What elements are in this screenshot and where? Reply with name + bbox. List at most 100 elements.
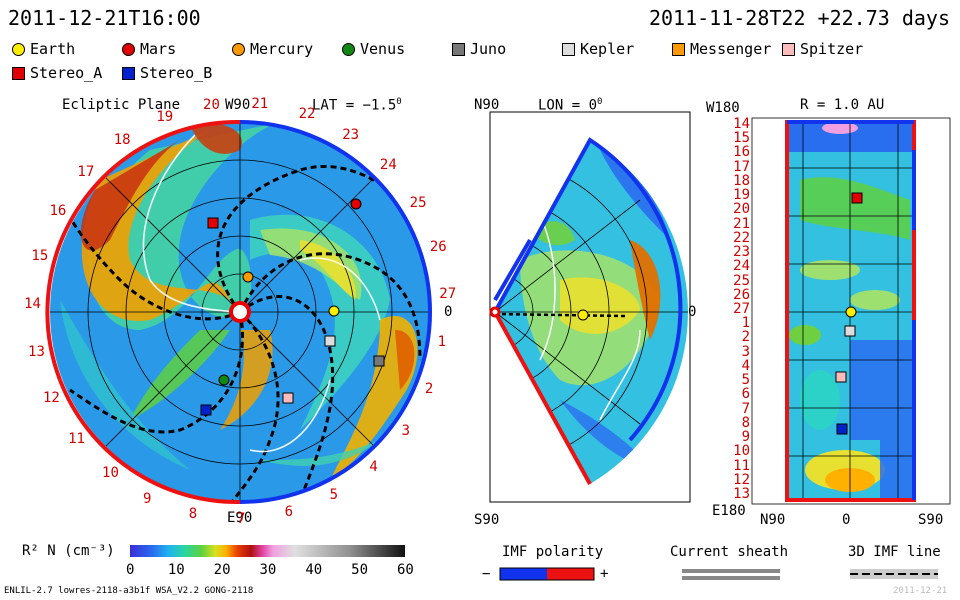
circle-icon [12,42,25,56]
legend-label: Stereo_B [140,64,213,82]
current-sheath-swatch [682,569,780,573]
s90-label: S90 [474,512,500,528]
legend-item: Venus [342,40,405,58]
carrington-number: 4 [369,459,378,476]
stereo-a-boundary [45,119,241,381]
carrington-number: 14 [24,295,41,312]
legend-item: Mars [122,40,176,58]
ecliptic-title: Ecliptic Plane [62,97,181,113]
circle-icon [342,42,355,56]
reference-time: 2011-11-28T22 +22.73 days [648,6,950,30]
synoptic-row-label: 24 [733,258,750,275]
carrington-number: 9 [143,490,152,507]
imf-line-title: 3D IMF line [848,544,941,560]
synoptic-row-label: 17 [733,158,750,175]
imf-negative-swatch [500,568,547,580]
colorbar-label: R² N (cm⁻³) [22,543,115,559]
carrington-number: 16 [49,203,67,220]
imf-minus: − [482,566,491,582]
carrington-number: 12 [42,389,60,406]
synoptic-row-label: 16 [733,144,750,161]
square-icon [12,66,25,80]
synoptic-row-label: 13 [733,486,750,502]
square-icon [122,66,135,80]
carrington-number: 6 [284,504,294,521]
synoptic-row-label: 26 [733,286,750,303]
legend-label: Juno [470,40,507,58]
legend-label: Mars [140,40,177,58]
colorbar-tick: 60 [397,562,414,578]
square-icon [562,42,575,56]
legend-item: Earth [12,40,75,58]
synoptic-row-label: 22 [733,229,750,246]
synoptic-row-label: 10 [733,443,750,460]
legend-label: Stereo_A [30,64,103,82]
carrington-number: 3 [401,423,411,440]
stereo-b-marker [200,404,212,416]
stereo-a-marker [207,217,219,229]
spiral-field-lines [58,164,430,502]
synoptic-row-label: 2 [741,329,750,346]
ecliptic-zero-label: 0 [444,304,453,320]
synoptic-title: R = 1.0 AU [800,97,885,113]
synoptic-zero: 0 [842,512,851,528]
e90-label: E90 [227,510,253,526]
model-footer: ENLIL-2.7 lowres-2118-a3b1f WSA_V2.2 GON… [4,586,254,596]
synoptic-row-label: 6 [741,386,750,403]
square-icon [672,42,685,56]
stereo-a-marker-synoptic [851,192,863,204]
colorbar-tick: 0 [126,562,135,578]
synoptic-row-label: 12 [733,471,750,488]
mars-marker [350,198,362,210]
carrington-number: 15 [31,247,49,264]
colorbar-tick: 40 [305,562,323,578]
legend-item: Spitzer [782,40,863,58]
e180-label: E180 [712,503,746,519]
synoptic-map-plot [751,117,951,505]
synoptic-row-label: 1 [741,315,750,332]
legend-label: Spitzer [800,40,864,58]
legend-item: Juno [452,40,506,58]
carrington-number: 24 [379,156,397,173]
spitzer-marker [282,392,294,404]
carrington-number: 19 [156,109,174,126]
legend-item: Mercury [232,40,313,58]
synoptic-row-label: 19 [733,187,750,204]
mercury-marker [242,271,254,283]
ecliptic-plane-plot [45,119,433,505]
legend-item: Messenger [672,40,771,58]
juno-marker [373,355,385,367]
kepler-marker [324,335,336,347]
lon-label: LON = 00 [538,97,603,114]
carrington-number: 25 [409,194,427,211]
synoptic-row-label: 7 [741,400,750,417]
legend-label: Earth [30,40,76,58]
synoptic-row-label: 5 [741,372,750,389]
current-sheath-lines [142,134,381,453]
w180-label: W180 [706,100,740,116]
synoptic-row-label: 3 [741,343,750,360]
circle-icon [232,42,245,56]
venus-marker [218,374,230,386]
current-sheath-title: Current sheath [670,544,789,560]
stereo-b-marker-synoptic [836,423,848,435]
colorbar-tick: 10 [167,562,185,578]
legend-label: Kepler [580,40,635,58]
w90-label: W90 [225,97,251,113]
carrington-number: 2 [424,380,434,397]
carrington-number: 27 [439,286,457,303]
square-icon [782,42,795,56]
synoptic-row-label: 27 [733,301,750,317]
synoptic-row-label: 20 [733,201,750,218]
circle-icon [122,42,135,56]
carrington-number: 8 [188,506,198,523]
stereo-b-boundary [239,120,433,504]
synoptic-row-label: 15 [733,130,750,147]
synoptic-n90: N90 [760,512,786,528]
carrington-number: 17 [77,163,95,180]
lat-label: LAT = −1.50 [312,97,402,114]
legend-item: Stereo_B [122,64,212,82]
synoptic-row-label: 4 [741,357,750,374]
legend-item: Stereo_A [12,64,102,82]
